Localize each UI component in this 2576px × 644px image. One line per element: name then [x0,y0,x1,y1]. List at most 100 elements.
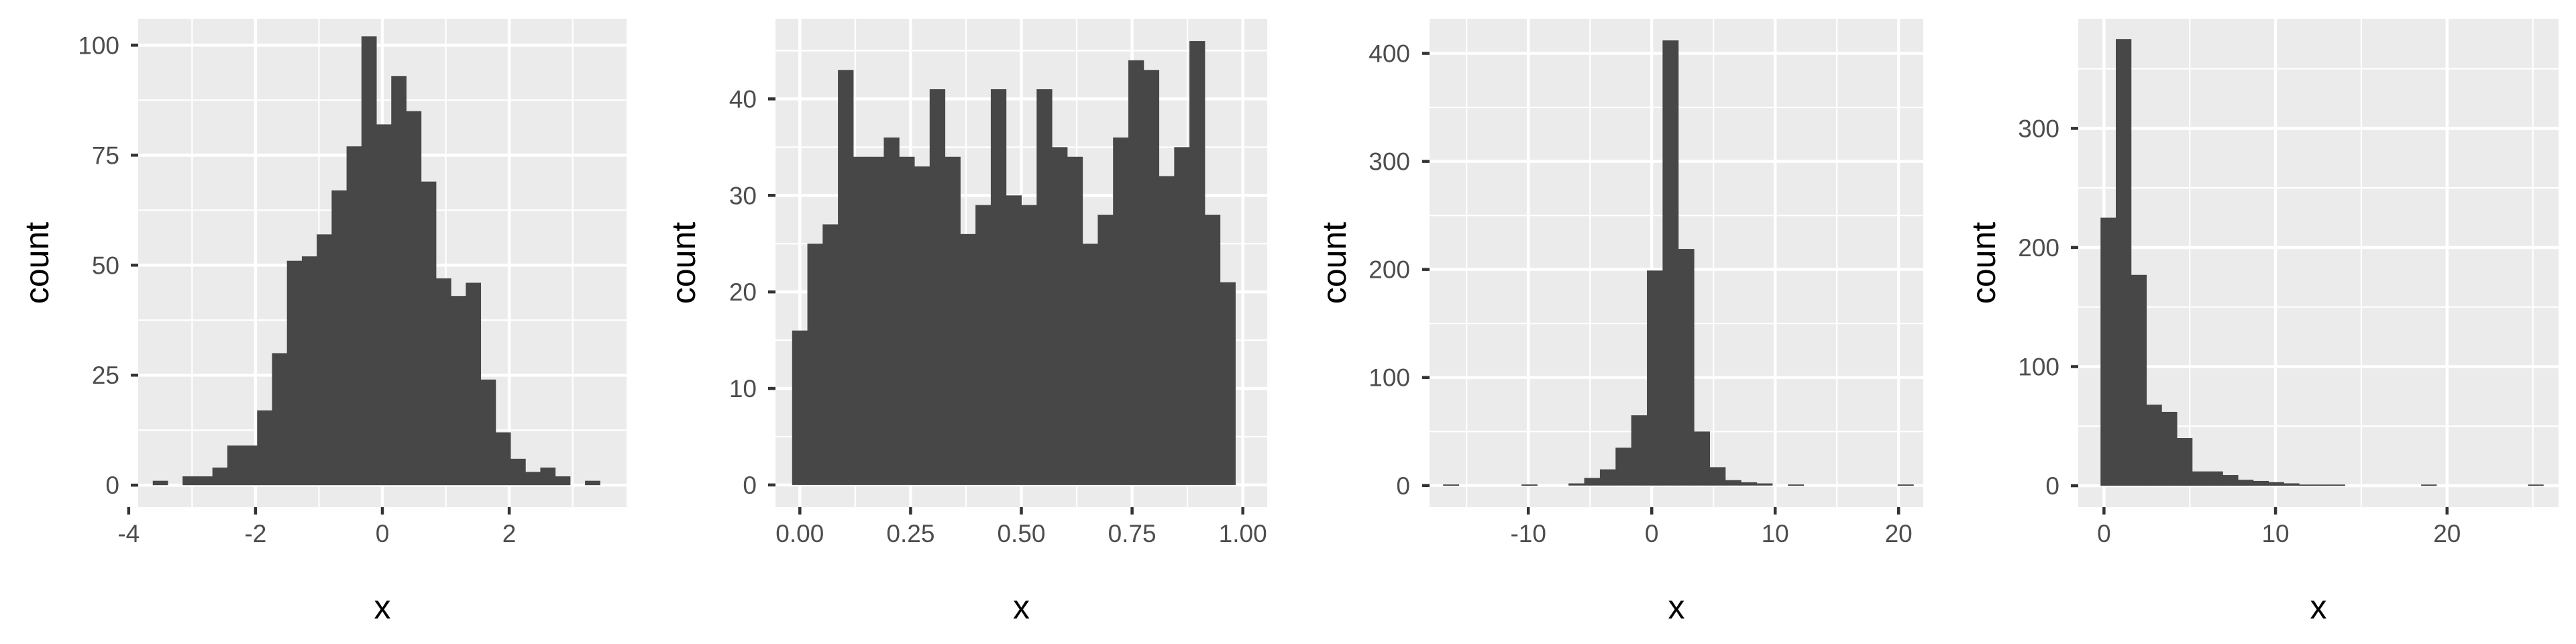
histogram-bar [914,166,930,485]
y-tick-label: 200 [1368,256,1410,284]
histogram-bar [1521,484,1538,486]
histogram-bar [480,379,496,486]
histogram-bar [1443,484,1460,486]
x-tick-label: 20 [2433,520,2461,547]
histogram-bar [1709,467,1726,486]
y-axis-title: count [1965,222,2002,304]
histogram-bar [2131,274,2147,486]
histogram-bar [406,111,422,486]
histogram-bar [435,278,451,486]
y-tick-label: 100 [78,32,119,59]
histogram-bar [822,224,839,485]
x-tick-label: 0.75 [1108,520,1157,547]
histogram-bar [331,190,347,486]
histogram-bar [1128,60,1144,485]
y-tick-label: 300 [2018,115,2059,142]
histogram-bar [1725,480,1741,486]
y-tick-label: 100 [2018,353,2059,380]
y-tick-label: 200 [2018,234,2059,262]
histogram-bar [838,70,854,485]
histogram-bar [1662,40,1679,486]
histogram-bar [540,467,556,486]
histogram-bar [227,445,243,486]
histogram-bar [1021,205,1037,485]
histogram-bar [2421,484,2437,486]
histogram-bar [2222,475,2239,486]
histogram-bar [1615,447,1632,486]
x-tick-label: -2 [244,520,266,547]
histogram-bar [346,146,362,486]
y-tick-label: 400 [1368,40,1410,68]
y-tick-label: 30 [729,182,757,209]
histogram-bar [807,244,823,485]
histogram-bar [1189,41,1205,485]
histogram-bar [1052,147,1068,485]
histogram-bar [301,256,317,486]
y-tick-label: 25 [92,362,119,389]
y-tick-label: 0 [743,472,757,499]
x-tick-label: 0.50 [997,520,1045,547]
histogram-bar [2100,217,2116,486]
histogram-bar [1599,469,1616,486]
chart-panel-2: 0.00 0.25 0.50 0.75 1.00 0 10 20 30 40 x count [665,19,1267,626]
histogram-bar [257,410,272,486]
histogram-bar [2238,480,2254,486]
histogram-bar [1647,270,1663,486]
x-tick-label: 1.00 [1219,520,1267,547]
y-tick-label: 75 [92,142,119,169]
histogram-bar [2192,471,2208,486]
histogram-bar [1006,195,1022,485]
histogram-bar [899,156,915,485]
histogram-bar [451,296,466,486]
x-tick-label: 0.00 [775,520,824,547]
histogram-bar [853,156,869,485]
histogram-bar [868,156,884,485]
histogram-bar [1678,249,1695,486]
histogram-bar [945,156,961,485]
histogram-bar [391,76,407,486]
histogram-bar [212,467,228,486]
histogram-bar [376,124,392,486]
histogram-bar [510,458,526,486]
histogram-bar [495,432,511,486]
x-tick-label: 0 [2097,520,2111,547]
histogram-bar [792,330,808,485]
histogram-bar [929,89,946,485]
histogram-bar [2329,484,2345,486]
histogram-bar [1788,484,1805,486]
histogram-bar [525,472,541,486]
histogram-bar [1097,215,1114,485]
histogram-bar [960,233,976,485]
histogram-bar [975,205,991,485]
y-tick-label: 300 [1368,148,1410,176]
histogram-bar [421,181,437,486]
histogram-bar [1897,484,1914,486]
histogram-bar [1113,137,1129,485]
y-axis-title: count [665,222,702,304]
y-tick-label: 0 [1396,472,1410,500]
histogram-bar [2299,484,2315,486]
y-tick-label: 0 [2045,472,2059,500]
x-tick-label: 20 [1885,520,1913,547]
histogram-bar [466,282,482,486]
histogram-bar [1584,478,1601,486]
histogram-bar [990,89,1007,485]
histogram-bar [883,137,900,485]
x-tick-label: 10 [2261,520,2289,547]
histogram-bar [1220,282,1236,485]
histogram-bar [1159,176,1175,485]
x-tick-label: -10 [1510,520,1546,547]
x-tick-label: 2 [502,520,517,547]
histogram-bar [2207,471,2223,486]
x-tick-label: -4 [117,520,140,547]
y-tick-label: 0 [105,472,119,499]
y-tick-label: 50 [92,252,119,279]
histogram-bar [317,234,332,486]
histogram-bar [242,445,258,486]
histogram-bar [1756,483,1773,486]
y-tick-label: 20 [729,278,757,306]
x-tick-label: 0 [376,520,390,547]
y-tick-label: 40 [729,85,757,113]
